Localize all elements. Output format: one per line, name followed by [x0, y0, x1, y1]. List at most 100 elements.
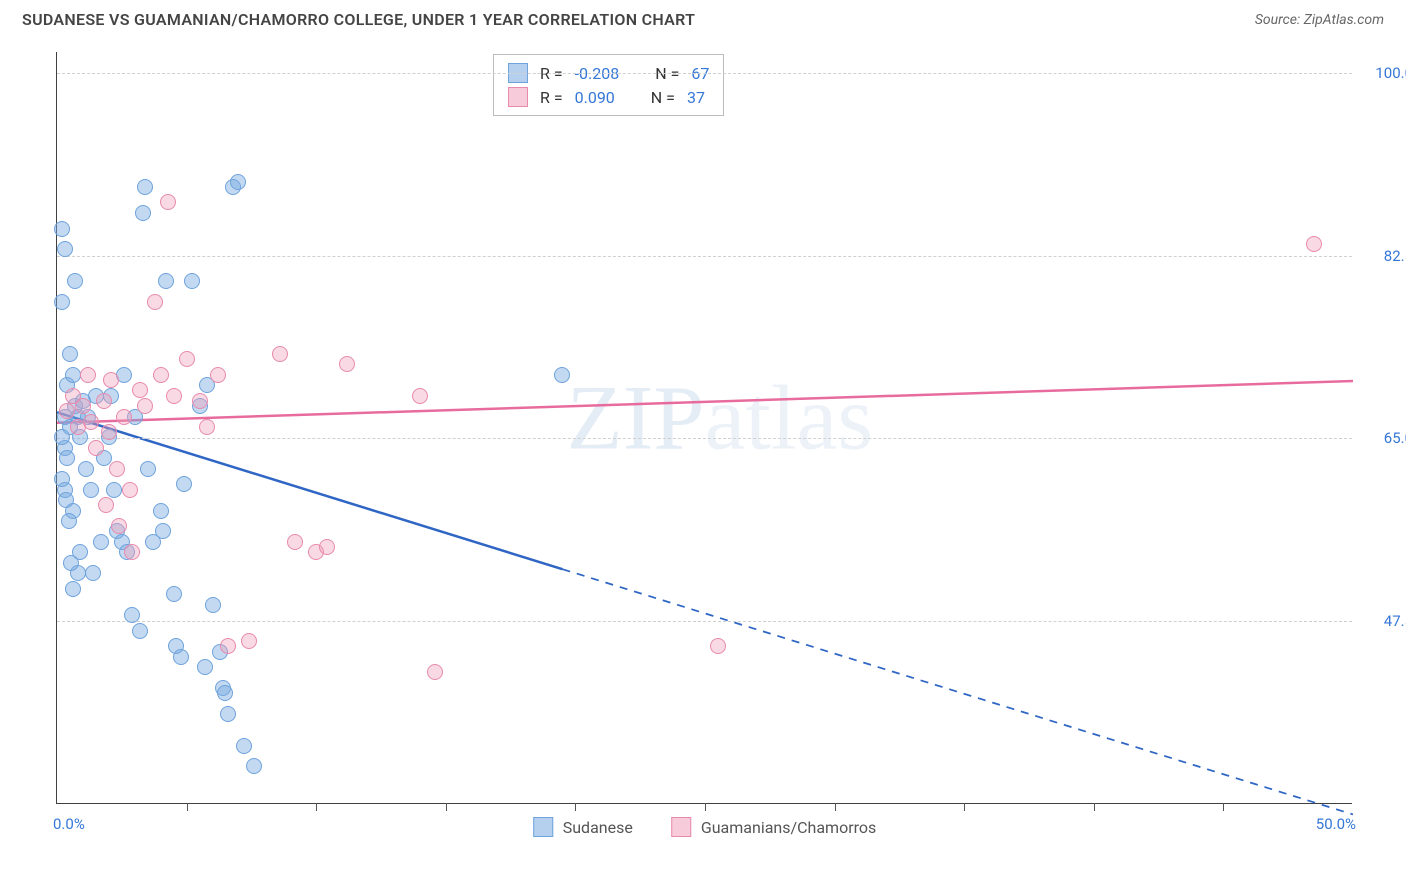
y-tick-label: 47.5% [1360, 612, 1406, 630]
legend-label-sudanese: Sudanese [563, 818, 633, 837]
data-point-guamanians [137, 398, 153, 414]
x-axis-start-label: 0.0% [53, 815, 85, 833]
data-point-sudanese [173, 649, 189, 665]
data-point-sudanese [124, 607, 140, 623]
data-point-sudanese [184, 273, 200, 289]
x-tick [575, 803, 576, 811]
gridline-h [57, 438, 1352, 439]
x-tick [187, 803, 188, 811]
chart-title: SUDANESE VS GUAMANIAN/CHAMORRO COLLEGE, … [22, 10, 695, 29]
data-point-guamanians [319, 539, 335, 555]
legend-item-sudanese: Sudanese [533, 817, 633, 837]
legend-swatch-pink [671, 817, 691, 837]
data-point-guamanians [412, 388, 428, 404]
watermark-atlas: atlas [705, 366, 874, 468]
y-tick-label: 100.0% [1360, 64, 1406, 82]
data-point-sudanese [78, 461, 94, 477]
data-point-sudanese [58, 492, 74, 508]
x-tick [835, 803, 836, 811]
data-point-guamanians [179, 351, 195, 367]
data-point-sudanese [65, 367, 81, 383]
y-tick-label: 82.5% [1360, 247, 1406, 265]
data-point-guamanians [153, 367, 169, 383]
data-point-guamanians [220, 638, 236, 654]
data-point-sudanese [62, 346, 78, 362]
data-point-sudanese [67, 273, 83, 289]
data-point-sudanese [135, 205, 151, 221]
data-point-sudanese [220, 706, 236, 722]
data-point-sudanese [54, 471, 70, 487]
data-point-sudanese [176, 476, 192, 492]
data-point-sudanese [106, 482, 122, 498]
data-point-sudanese [93, 534, 109, 550]
data-point-guamanians [710, 638, 726, 654]
data-point-guamanians [111, 518, 127, 534]
N-label: N = [651, 88, 675, 107]
data-point-guamanians [272, 346, 288, 362]
data-point-sudanese [65, 581, 81, 597]
data-point-guamanians [83, 414, 99, 430]
regression-line [562, 569, 1353, 814]
data-point-guamanians [339, 356, 355, 372]
data-point-guamanians [98, 497, 114, 513]
data-point-guamanians [96, 393, 112, 409]
data-point-sudanese [54, 221, 70, 237]
swatch-pink [508, 87, 528, 107]
data-point-guamanians [80, 367, 96, 383]
data-point-sudanese [197, 659, 213, 675]
data-point-sudanese [63, 555, 79, 571]
x-tick [446, 803, 447, 811]
data-point-sudanese [230, 174, 246, 190]
plot-area: ZIPatlas R = -0.208 N = 67 R = 0.090 N =… [56, 52, 1352, 804]
data-point-sudanese [217, 685, 233, 701]
data-point-sudanese [166, 586, 182, 602]
data-point-guamanians [109, 461, 125, 477]
x-axis-end-label: 50.0% [1316, 815, 1356, 833]
data-point-guamanians [192, 393, 208, 409]
data-point-sudanese [59, 450, 75, 466]
legend-item-guamanians: Guamanians/Chamorros [671, 817, 876, 837]
N-value-guamanians: 37 [687, 88, 705, 107]
regression-lines-layer [57, 52, 1352, 803]
data-point-sudanese [205, 597, 221, 613]
y-tick-label: 65.0% [1360, 429, 1406, 447]
data-point-guamanians [103, 372, 119, 388]
data-point-sudanese [57, 241, 73, 257]
data-point-guamanians [1306, 236, 1322, 252]
chart-container: College, Under 1 year ZIPatlas R = -0.20… [22, 46, 1384, 846]
data-point-sudanese [246, 758, 262, 774]
data-point-sudanese [61, 513, 77, 529]
watermark-zip: ZIP [567, 366, 705, 468]
watermark: ZIPatlas [567, 364, 874, 470]
x-tick [964, 803, 965, 811]
legend-swatch-blue [533, 817, 553, 837]
data-point-guamanians [160, 194, 176, 210]
data-point-guamanians [101, 424, 117, 440]
gridline-h [57, 621, 1352, 622]
data-point-sudanese [54, 294, 70, 310]
data-point-guamanians [166, 388, 182, 404]
x-tick [1094, 803, 1095, 811]
data-point-sudanese [153, 503, 169, 519]
data-point-guamanians [116, 409, 132, 425]
x-tick [316, 803, 317, 811]
data-point-guamanians [287, 534, 303, 550]
data-point-sudanese [554, 367, 570, 383]
data-point-guamanians [210, 367, 226, 383]
source-prefix: Source: [1255, 12, 1304, 28]
legend-label-guamanians: Guamanians/Chamorros [701, 818, 876, 837]
legend: Sudanese Guamanians/Chamorros [533, 817, 877, 837]
data-point-guamanians [147, 294, 163, 310]
data-point-guamanians [122, 482, 138, 498]
gridline-h [57, 256, 1352, 257]
data-point-sudanese [140, 461, 156, 477]
data-point-guamanians [75, 398, 91, 414]
data-point-guamanians [199, 419, 215, 435]
stats-row-guamanians: R = 0.090 N = 37 [508, 85, 709, 109]
gridline-h [57, 73, 1352, 74]
data-point-sudanese [83, 482, 99, 498]
source-attribution: Source: ZipAtlas.com [1255, 12, 1384, 28]
stats-box: R = -0.208 N = 67 R = 0.090 N = 37 [493, 54, 724, 116]
R-label: R = [540, 88, 563, 107]
data-point-guamanians [132, 382, 148, 398]
